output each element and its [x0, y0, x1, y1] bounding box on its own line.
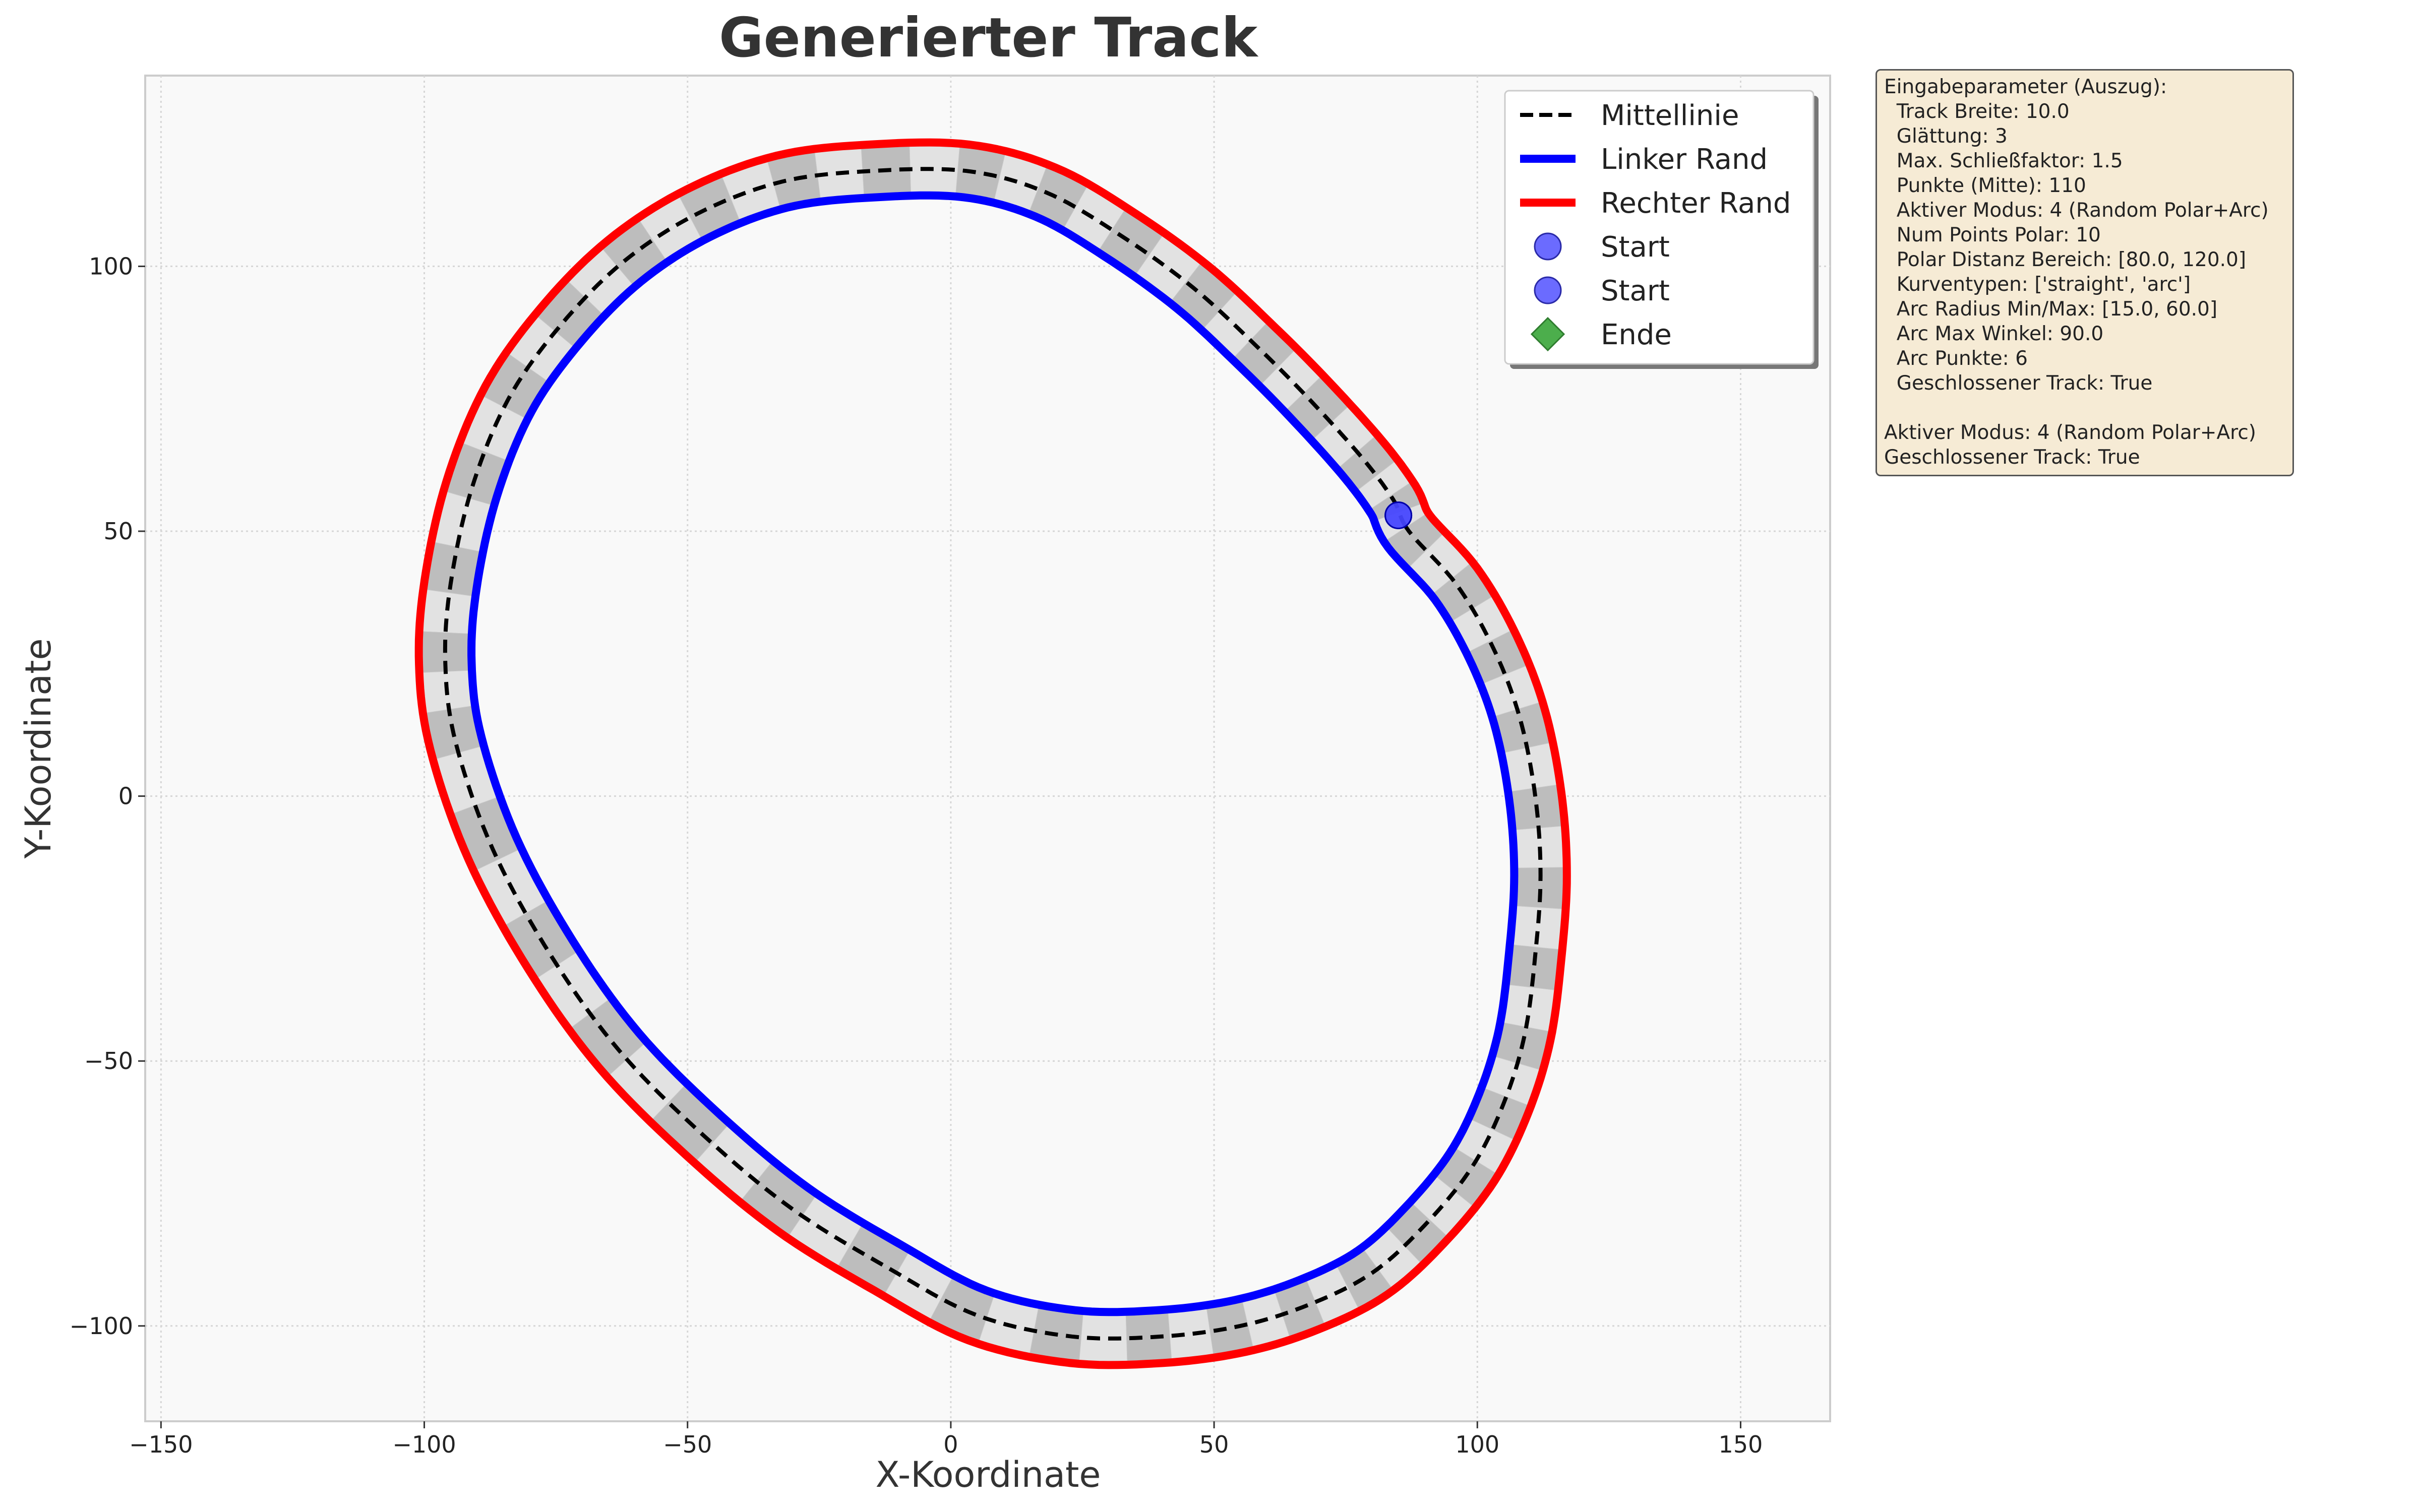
info-line: Num Points Polar: 10 — [1884, 224, 2101, 246]
legend-handle-end — [1530, 317, 1565, 352]
y-tick-label: 0 — [118, 783, 133, 810]
legend-handle-start — [1534, 276, 1562, 304]
x-tick-label: 0 — [943, 1431, 958, 1458]
y-tick-label: −100 — [70, 1312, 133, 1340]
x-tick-label: −150 — [129, 1431, 193, 1458]
y-tick-label: −50 — [84, 1047, 133, 1075]
legend-handle-start — [1534, 232, 1562, 261]
info-line: Geschlossener Track: True — [1884, 372, 2153, 395]
start-marker — [1384, 501, 1413, 529]
info-line: Aktiver Modus: 4 (Random Polar+Arc) — [1884, 199, 2269, 222]
info-line: Max. Schließfaktor: 1.5 — [1884, 150, 2123, 172]
legend-label: Linker Rand — [1601, 143, 1768, 176]
x-tick-label: 150 — [1719, 1431, 1763, 1458]
y-tick-label: 100 — [89, 253, 133, 280]
legend-label: Ende — [1601, 319, 1672, 351]
info-line: Eingabeparameter (Auszug): — [1884, 76, 2167, 98]
left-edge-line — [467, 191, 1519, 1316]
x-axis-label: X-Koordinate — [875, 1454, 1101, 1495]
info-line: Track Breite: 10.0 — [1884, 100, 2070, 123]
info-line: Polar Distanz Bereich: [80.0, 120.0] — [1884, 248, 2247, 271]
info-line: Glättung: 3 — [1884, 125, 2008, 148]
x-tick-label: −100 — [392, 1431, 456, 1458]
x-tick-label: 50 — [1199, 1431, 1229, 1458]
legend-box — [1504, 90, 1814, 365]
info-line: Arc Radius Min/Max: [15.0, 60.0] — [1884, 298, 2218, 321]
axis-ticks: −150 −100 −50 0 50 100 150 −100 −50 0 50 100 — [70, 253, 1763, 1458]
right-edge-line — [414, 138, 1571, 1369]
x-tick-label: 100 — [1455, 1431, 1499, 1458]
legend-label: Start — [1601, 231, 1670, 264]
centerline — [443, 167, 1543, 1341]
info-line: Arc Punkte: 6 — [1884, 347, 2028, 370]
y-tick-label: 50 — [103, 518, 133, 545]
info-line: Aktiver Modus: 4 (Random Polar+Arc) — [1884, 421, 2256, 444]
chart-title: Generierter Track — [719, 7, 1259, 70]
parameter-info-box: Eingabeparameter (Auszug): Track Breite:… — [1876, 69, 2294, 476]
info-line: Punkte (Mitte): 110 — [1884, 174, 2086, 197]
info-line: Geschlossener Track: True — [1884, 446, 2140, 469]
y-axis-label: Y-Koordinate — [18, 639, 59, 859]
legend-label: Rechter Rand — [1601, 187, 1791, 220]
legend-label: Start — [1601, 275, 1670, 307]
legend-label: Mittellinie — [1601, 99, 1739, 132]
track-lines — [414, 138, 1571, 1369]
info-line: Arc Max Winkel: 90.0 — [1884, 323, 2104, 345]
track-markers — [1384, 501, 1413, 529]
info-line — [1884, 396, 2285, 420]
info-line: Kurventypen: ['straight', 'arc'] — [1884, 273, 2191, 296]
legend: Mittellinie Linker Rand Rechter Rand Start S… — [1504, 90, 1819, 369]
x-tick-label: −50 — [663, 1431, 712, 1458]
